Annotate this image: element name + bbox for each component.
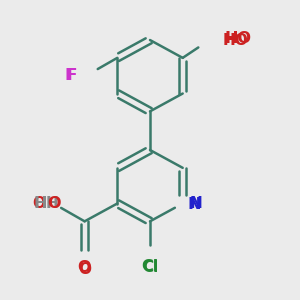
Text: HO: HO [223,32,249,47]
Text: O: O [47,196,61,211]
Text: Cl: Cl [141,260,159,274]
Text: N: N [187,196,201,211]
Text: H: H [34,196,47,211]
Text: N: N [190,196,203,211]
Text: O: O [78,262,91,277]
Text: HO: HO [224,31,251,46]
Text: F: F [67,68,77,83]
Text: O: O [32,196,45,211]
Text: F: F [64,68,75,83]
Text: O: O [77,260,91,275]
Text: Cl: Cl [142,260,158,275]
Text: H: H [45,196,58,211]
